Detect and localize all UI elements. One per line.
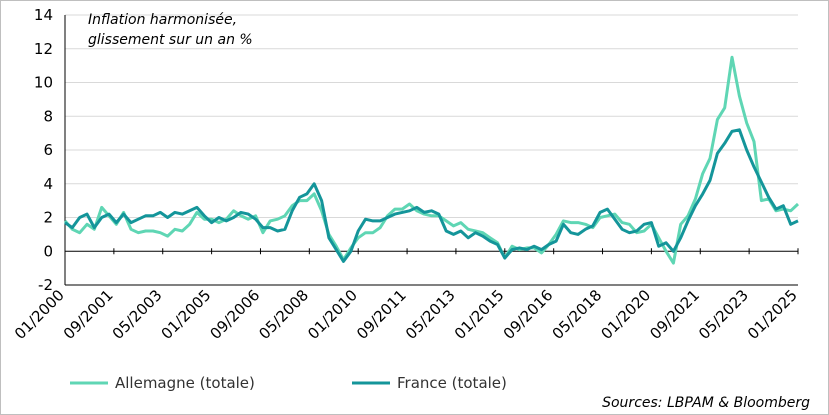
x-tick-label: 09/2011 xyxy=(353,286,410,343)
x-tick-label: 09/2016 xyxy=(500,286,557,343)
x-tick-label: 01/2025 xyxy=(744,286,801,343)
x-tick-label: 09/2001 xyxy=(60,286,117,343)
y-tick-label: 4 xyxy=(43,175,53,193)
x-tick-label: 09/2006 xyxy=(207,286,264,343)
y-tick-label: -2 xyxy=(38,276,53,294)
y-tick-label: 12 xyxy=(34,40,53,58)
series-lines xyxy=(63,55,800,265)
legend: Allemagne (totale) France (totale) xyxy=(70,374,507,392)
y-tick-label: 8 xyxy=(43,107,53,125)
x-tick-label: 01/2005 xyxy=(158,286,215,343)
x-tick-label: 01/2020 xyxy=(597,286,654,343)
x-tick-label: 01/2015 xyxy=(451,286,508,343)
y-tick-label: 10 xyxy=(34,74,53,92)
legend-label-allemagne: Allemagne (totale) xyxy=(115,374,255,392)
axes xyxy=(64,15,799,286)
chart-title-line-2: glissement sur un an % xyxy=(88,32,253,48)
x-tick-label: 05/2013 xyxy=(402,286,459,343)
chart-title-line-1: Inflation harmonisée, xyxy=(88,12,237,28)
x-tick-label: 01/2000 xyxy=(11,286,68,343)
gridlines xyxy=(65,14,798,286)
series-line-france xyxy=(64,128,799,263)
y-tick-labels: -2 0 2 4 6 8 10 12 14 xyxy=(34,6,53,294)
x-tick-label: 01/2010 xyxy=(304,286,361,343)
x-tick-label: 05/2008 xyxy=(255,286,312,343)
x-tick-label: 05/2003 xyxy=(109,286,166,343)
x-tick-label: 09/2021 xyxy=(646,286,703,343)
x-tick-labels: 01/200009/200105/200301/200509/200605/20… xyxy=(11,286,801,343)
chart-title: Inflation harmonisée, glissement sur un a… xyxy=(88,12,253,48)
y-tick-label: 6 xyxy=(43,141,53,159)
y-tick-label: 14 xyxy=(34,6,53,24)
y-tick-label: 2 xyxy=(43,209,53,227)
legend-label-france: France (totale) xyxy=(397,374,507,392)
y-tick-label: 0 xyxy=(43,242,53,260)
x-tick-label: 05/2018 xyxy=(549,286,606,343)
x-tick-label: 05/2023 xyxy=(695,286,752,343)
source-note: Sources: LBPAM & Bloomberg xyxy=(602,395,810,411)
series-line-allemagne xyxy=(63,55,800,265)
